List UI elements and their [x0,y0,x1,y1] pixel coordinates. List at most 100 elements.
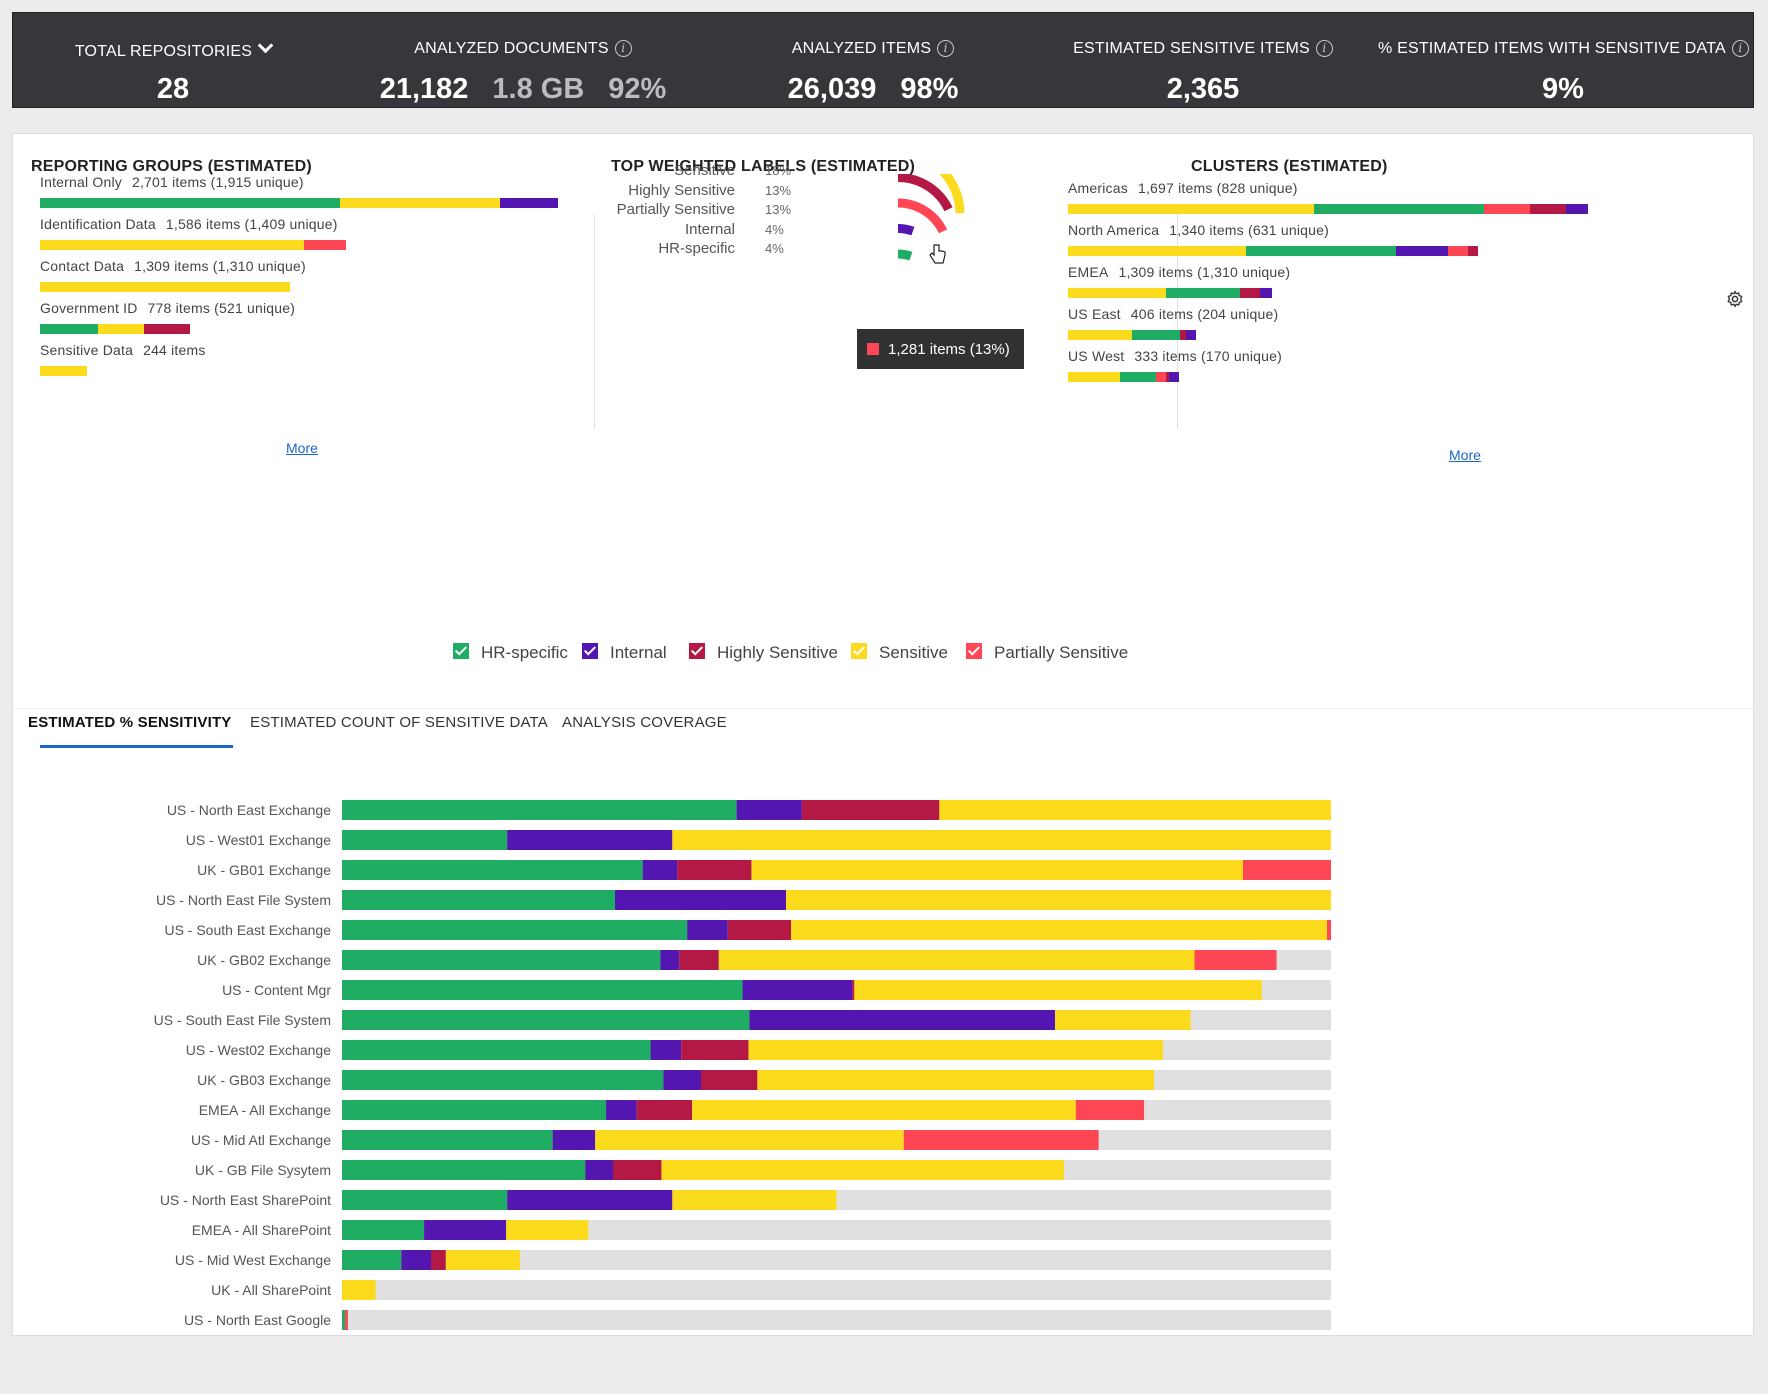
bar-segment-hr-specific[interactable] [342,890,615,910]
bar-segment-sensitive[interactable] [786,890,1331,910]
reporting-group-segment-internal[interactable] [500,198,558,208]
reporting-groups-more-link[interactable]: More [286,440,318,456]
bar-segment-hr-specific[interactable] [342,1010,750,1030]
cluster-segment-hr-specific[interactable] [1166,288,1240,298]
cluster-segment-sensitive[interactable] [1068,288,1166,298]
bar-segment-internal[interactable] [736,800,802,820]
reporting-group-bar[interactable] [40,324,190,334]
legend-item-partially-sensitive[interactable]: Partially Sensitive [966,643,1128,663]
cluster-segment-hr-specific[interactable] [1132,330,1180,340]
bar-segment-internal[interactable] [642,860,678,880]
checkbox-checked-icon[interactable] [689,643,705,659]
bar-segment-hr-specific[interactable] [342,1070,664,1090]
bar-segment-hr-specific[interactable] [342,980,743,1000]
bar-segment-hr-specific[interactable] [342,1220,425,1240]
bar-segment-sensitive[interactable] [342,1280,376,1300]
bar-segment-partially-sensitive[interactable] [1194,950,1277,970]
bar-segment-sensitive[interactable] [1055,1010,1191,1030]
bar-segment-internal[interactable] [424,1220,507,1240]
reporting-group-segment-sensitive[interactable] [40,366,87,376]
bar-segment-internal[interactable] [742,980,853,1000]
bar-segment-internal[interactable] [660,950,680,970]
bar-segment-sensitive[interactable] [672,1190,837,1210]
bar-segment-partially-sensitive[interactable] [1075,1100,1145,1120]
bar-segment-internal[interactable] [650,1040,682,1060]
cluster-segment-internal[interactable] [1566,204,1588,214]
bar-segment-internal[interactable] [507,1190,673,1210]
cluster-segment-partially-sensitive[interactable] [1156,372,1166,382]
bar-segment-internal[interactable] [663,1070,702,1090]
bar-segment-highly-sensitive[interactable] [677,860,752,880]
bar-segment-sensitive[interactable] [751,860,1243,880]
cluster-bar[interactable] [1068,288,1272,298]
bar-segment-internal[interactable] [585,1160,613,1180]
reporting-group-segment-highly-sensitive[interactable] [144,324,190,334]
cluster-segment-internal[interactable] [1186,330,1196,340]
bar-segment-hr-specific[interactable] [342,1250,402,1270]
cluster-segment-highly-sensitive[interactable] [1530,204,1566,214]
legend-item-internal[interactable]: Internal [582,643,667,663]
arc-highly-sensitive[interactable] [897,174,953,212]
gear-icon[interactable] [1726,290,1744,308]
bar-segment-sensitive[interactable] [757,1070,1154,1090]
bar-segment-sensitive[interactable] [718,950,1195,970]
bar-segment-hr-specific[interactable] [342,1130,553,1150]
bar-segment-hr-specific[interactable] [342,1040,651,1060]
kpi-total-repositories[interactable]: TOTAL REPOSITORIES 28 [53,13,293,109]
total-repositories-dropdown[interactable]: TOTAL REPOSITORIES [53,37,293,61]
bar-segment-internal[interactable] [507,830,673,850]
bar-segment-highly-sensitive[interactable] [727,920,792,940]
bar-segment-hr-specific[interactable] [342,830,508,850]
cluster-segment-hr-specific[interactable] [1246,246,1396,256]
bar-segment-sensitive[interactable] [506,1220,589,1240]
legend-item-sensitive[interactable]: Sensitive [851,643,948,663]
chevron-down-icon[interactable] [257,37,274,54]
reporting-group-bar[interactable] [40,282,290,292]
info-icon[interactable]: i [1315,40,1333,57]
bar-segment-internal[interactable] [552,1130,596,1150]
bar-segment-hr-specific[interactable] [342,920,688,940]
bar-segment-sensitive[interactable] [661,1160,1064,1180]
clusters-more-link[interactable]: More [1449,447,1481,463]
cluster-bar[interactable] [1068,330,1196,340]
cluster-segment-partially-sensitive[interactable] [1448,246,1468,256]
bar-segment-partially-sensitive[interactable] [903,1130,1099,1150]
bar-segment-highly-sensitive[interactable] [801,800,940,820]
info-icon[interactable]: i [937,40,955,57]
bar-segment-internal[interactable] [401,1250,432,1270]
reporting-group-bar[interactable] [40,198,558,208]
checkbox-checked-icon[interactable] [851,643,867,659]
checkbox-checked-icon[interactable] [453,643,469,659]
bar-segment-sensitive[interactable] [595,1130,904,1150]
bar-segment-sensitive[interactable] [939,800,1331,820]
cluster-segment-sensitive[interactable] [1068,204,1314,214]
cluster-bar[interactable] [1068,246,1478,256]
bar-segment-internal[interactable] [606,1100,637,1120]
legend-item-highly-sensitive[interactable]: Highly Sensitive [689,643,838,663]
arc-sensitive[interactable] [898,174,965,214]
bar-segment-hr-specific[interactable] [342,1310,345,1330]
reporting-group-segment-partially-sensitive[interactable] [304,240,346,250]
cluster-segment-highly-sensitive[interactable] [1240,288,1260,298]
bar-segment-highly-sensitive[interactable] [701,1070,758,1090]
cluster-segment-hr-specific[interactable] [1120,372,1156,382]
info-icon[interactable]: i [614,40,632,57]
bar-segment-partially-sensitive[interactable] [1327,920,1331,940]
bar-segment-hr-specific[interactable] [342,950,661,970]
reporting-group-segment-sensitive[interactable] [98,324,144,334]
bar-segment-sensitive[interactable] [692,1100,1076,1120]
bar-segment-highly-sensitive[interactable] [852,980,855,1000]
bar-segment-highly-sensitive[interactable] [636,1100,693,1120]
arc-internal[interactable] [897,224,915,236]
cluster-segment-hr-specific[interactable] [1314,204,1484,214]
reporting-group-bar[interactable] [40,240,346,250]
cluster-bar[interactable] [1068,372,1179,382]
arc-partially-sensitive[interactable] [897,198,948,234]
reporting-group-segment-sensitive[interactable] [40,240,304,250]
cluster-segment-sensitive[interactable] [1068,330,1132,340]
reporting-group-segment-sensitive[interactable] [340,198,500,208]
legend-item-hr-specific[interactable]: HR-specific [453,643,568,663]
reporting-group-segment-hr-specific[interactable] [40,324,98,334]
bar-segment-sensitive[interactable] [748,1040,1163,1060]
bar-segment-sensitive[interactable] [854,980,1262,1000]
